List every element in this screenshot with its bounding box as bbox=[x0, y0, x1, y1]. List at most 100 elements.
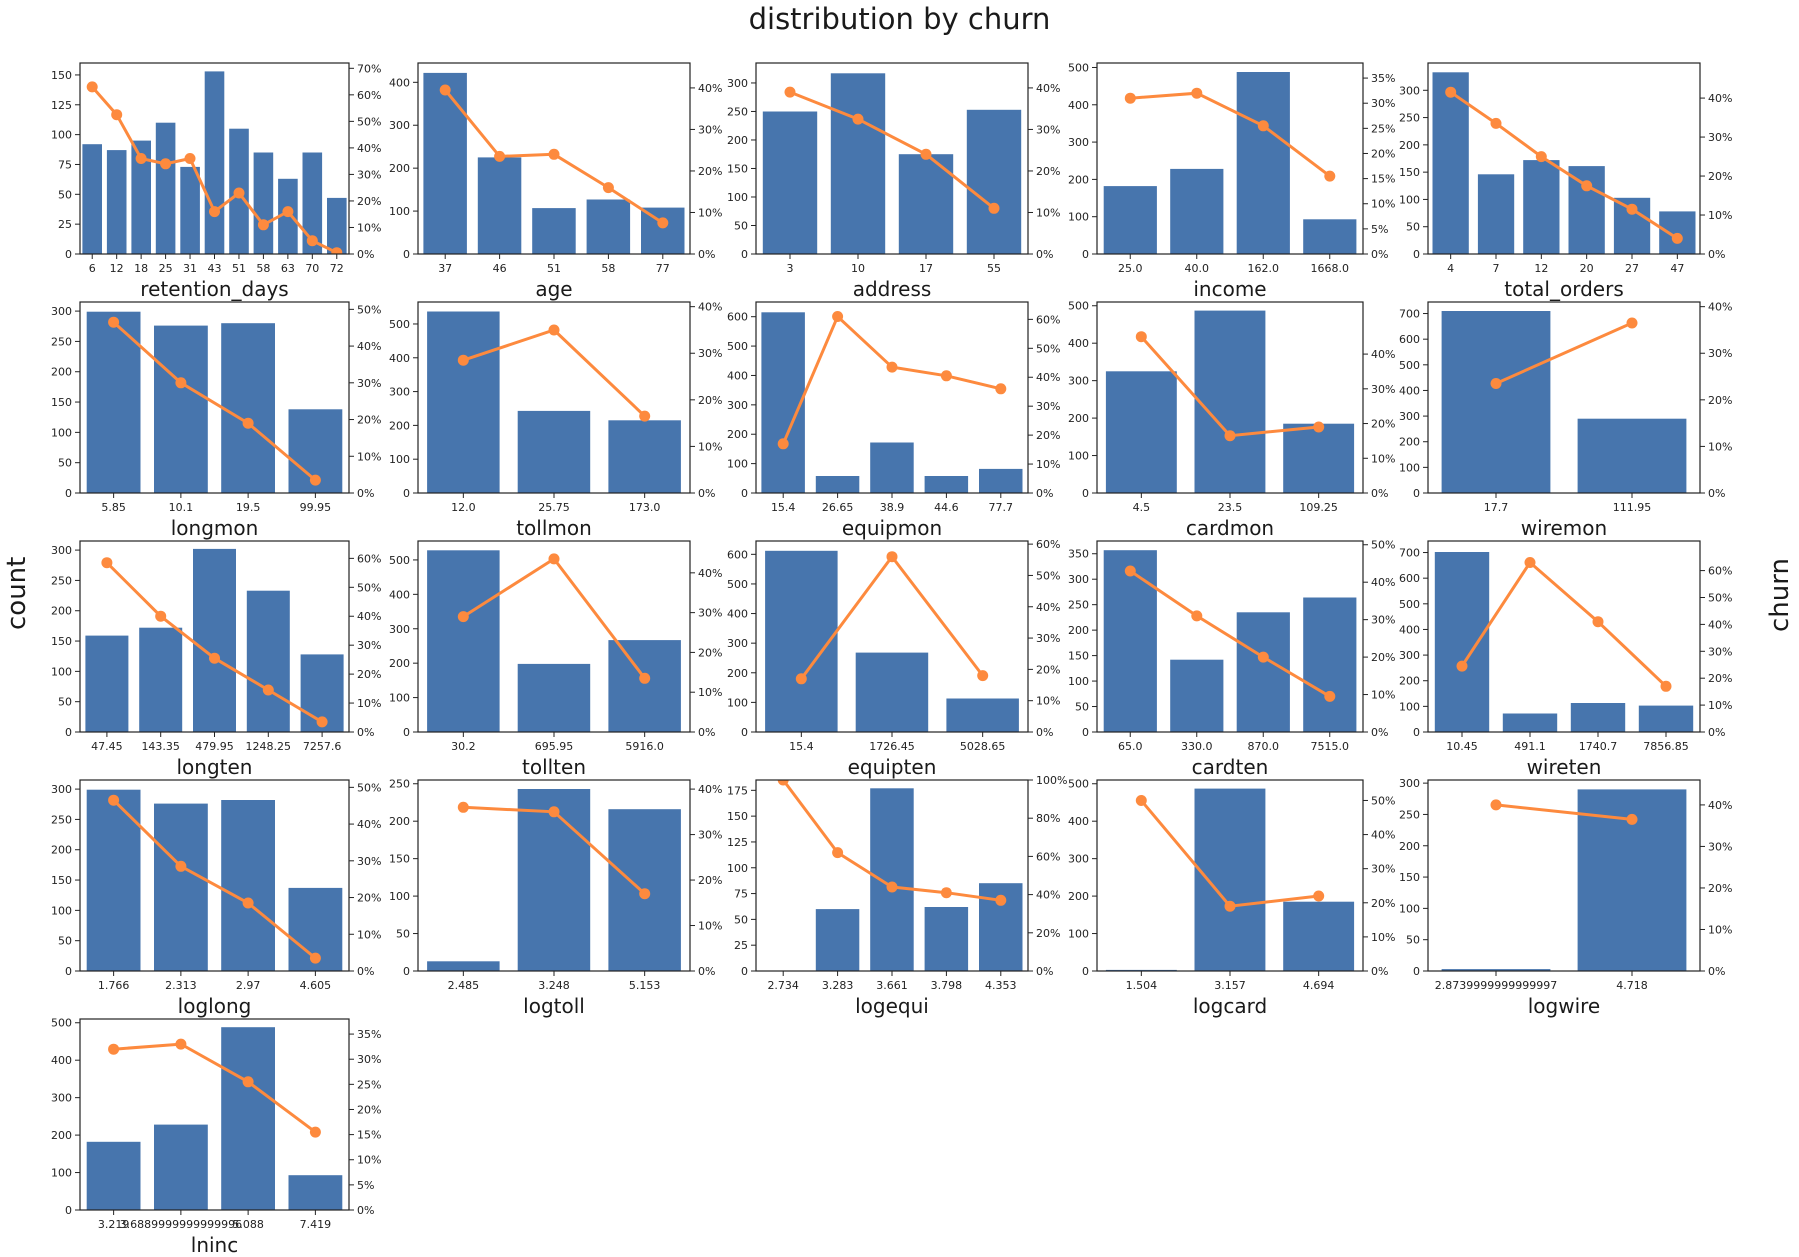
chart-logwire-bar-0 bbox=[1441, 969, 1551, 971]
chart-logtoll-y2tick-label: 10% bbox=[698, 920, 722, 933]
chart-lninc-churn-point-2 bbox=[242, 1076, 254, 1088]
chart-retention_days-bar-10 bbox=[327, 197, 347, 254]
chart-cardmon-churn-point-1 bbox=[1224, 430, 1236, 442]
chart-loglong-churn-point-0 bbox=[108, 794, 120, 806]
chart-loglong-churn-point-2 bbox=[242, 897, 254, 909]
chart-cardten-bar-0 bbox=[1103, 550, 1157, 732]
chart-retention_days-ytick-label: 125 bbox=[51, 99, 72, 112]
chart-age-ytick-label: 300 bbox=[389, 119, 410, 132]
chart-logequi-bar-1 bbox=[815, 909, 860, 971]
chart-logwire-churn-line bbox=[1495, 803, 1633, 821]
chart-equipten-y2tick-label: 60% bbox=[1036, 538, 1060, 551]
chart-wiremon-ytick-label: 700 bbox=[1399, 308, 1420, 321]
chart-lninc-bar-0 bbox=[86, 1141, 141, 1210]
chart-cardten-y2tick-label: 20% bbox=[1371, 651, 1395, 664]
chart-loglong-y2tick-label: 10% bbox=[357, 928, 381, 941]
chart-address-churn-point-2 bbox=[920, 148, 932, 160]
chart-equipmon-churn-point-2 bbox=[886, 361, 898, 373]
chart-address-ytick-label: 300 bbox=[727, 77, 748, 90]
chart-loglong-bar-1 bbox=[154, 803, 208, 971]
chart-tollten-churn-point-0 bbox=[457, 611, 469, 623]
chart-retention_days-xtick-label: 31 bbox=[183, 262, 197, 275]
chart-logequi-ytick-label: 125 bbox=[727, 836, 748, 849]
chart-address-churn-point-1 bbox=[852, 113, 864, 125]
chart-retention_days-xtick-label: 18 bbox=[134, 262, 148, 275]
chart-retention_days-y2tick-label: 0% bbox=[357, 248, 374, 261]
chart-lninc-churn-line bbox=[113, 1042, 317, 1134]
chart-retention_days-churn-point-4 bbox=[184, 153, 196, 164]
chart-age-ytick-label: 400 bbox=[389, 76, 410, 89]
chart-logwire-y2tick-label: 20% bbox=[1708, 882, 1732, 895]
chart-cardten-ytick-label: 100 bbox=[1068, 675, 1089, 688]
chart-equipten-y2tick-label: 40% bbox=[1036, 601, 1060, 614]
chart-address-ytick-label: 150 bbox=[727, 162, 748, 175]
chart-income-xtick-label: 25.0 bbox=[1118, 262, 1143, 275]
chart-total_orders-bar-5 bbox=[1659, 211, 1696, 254]
chart-longten-churn-point-3 bbox=[262, 684, 274, 696]
chart-tollmon-y2tick-label: 30% bbox=[698, 347, 722, 360]
chart-longmon-ytick-label: 0 bbox=[65, 487, 72, 500]
chart-lninc-y2tick-label: 25% bbox=[357, 1078, 381, 1091]
chart-total_orders-ytick-label: 200 bbox=[1399, 139, 1420, 152]
chart-address-ytick-label: 100 bbox=[727, 191, 748, 204]
chart-equipten-ytick-label: 500 bbox=[727, 578, 748, 591]
chart-retention_days-xtick-label: 58 bbox=[256, 262, 270, 275]
chart-retention_days-y2tick-label: 20% bbox=[357, 195, 381, 208]
chart-tollten-ytick-label: 100 bbox=[389, 692, 410, 705]
chart-logtoll-ytick-label: 250 bbox=[389, 778, 410, 791]
chart-logwire-churn-point-0 bbox=[1490, 799, 1502, 811]
chart-logwire-ytick-label: 200 bbox=[1399, 840, 1420, 853]
chart-retention_days-xtick-label: 43 bbox=[208, 262, 222, 275]
figure-title: distribution by churn bbox=[748, 2, 1051, 36]
chart-logtoll-ytick-label: 150 bbox=[389, 853, 410, 866]
chart-equipmon-xtick-label: 26.65 bbox=[822, 501, 854, 514]
chart-longten-y2tick-label: 40% bbox=[357, 610, 381, 623]
chart-wireten-churn-line bbox=[1460, 560, 1668, 688]
chart-equipmon-xtick-label: 77.7 bbox=[989, 501, 1014, 514]
chart-retention_days-bar-4 bbox=[180, 166, 200, 254]
chart-cardmon-ytick-label: 100 bbox=[1068, 450, 1089, 463]
chart-logwire-ytick-label: 150 bbox=[1399, 871, 1420, 884]
chart-wireten-ytick-label: 300 bbox=[1399, 649, 1420, 662]
chart-tollten-ytick-label: 400 bbox=[389, 588, 410, 601]
chart-tollmon-y2tick-label: 0% bbox=[698, 487, 715, 500]
chart-logwire-xtick-label: 4.718 bbox=[1616, 979, 1648, 992]
chart-loglong-churn-point-1 bbox=[175, 860, 187, 872]
chart-logtoll-y2tick-label: 20% bbox=[698, 874, 722, 887]
chart-longten-y2tick-label: 60% bbox=[357, 552, 381, 565]
chart-age-ytick-label: 200 bbox=[389, 162, 410, 175]
chart-longten-bar-2 bbox=[193, 548, 236, 732]
chart-longten-y2tick-label: 50% bbox=[357, 581, 381, 594]
chart-longten-xtick-label: 143.35 bbox=[141, 740, 180, 753]
chart-address-xtick-label: 55 bbox=[987, 262, 1001, 275]
chart-loglong-y2tick-label: 40% bbox=[357, 818, 381, 831]
chart-retention_days-bar-7 bbox=[253, 152, 274, 254]
chart-cardten-ytick-label: 250 bbox=[1068, 599, 1089, 612]
chart-retention_days-churn-point-0 bbox=[86, 81, 98, 93]
chart-logequi-bar-2 bbox=[870, 788, 914, 971]
chart-longten-ytick-label: 0 bbox=[65, 726, 72, 739]
chart-equipmon-y2tick-label: 0% bbox=[1036, 487, 1053, 500]
chart-wireten-bar-1 bbox=[1502, 713, 1558, 732]
chart-age-ytick-label: 100 bbox=[389, 205, 410, 218]
chart-equipten-y2tick-label: 30% bbox=[1036, 632, 1060, 645]
chart-equipten-y2tick-label: 20% bbox=[1036, 663, 1060, 676]
chart-income-y2tick-label: 25% bbox=[1371, 122, 1395, 135]
chart-wiremon-y2tick-label: 20% bbox=[1708, 394, 1732, 407]
chart-tollten-xtick-label: 30.2 bbox=[451, 740, 476, 753]
chart-retention_days-churn-point-8 bbox=[282, 206, 294, 218]
chart-income-y2tick-label: 35% bbox=[1371, 72, 1395, 85]
chart-tollmon-xlabel: tollmon bbox=[516, 516, 592, 540]
chart-address-xtick-label: 3 bbox=[787, 262, 794, 275]
chart-longmon-y2tick-label: 10% bbox=[357, 450, 381, 463]
chart-tollmon-ytick-label: 300 bbox=[389, 386, 410, 399]
chart-tollmon-xtick-label: 12.0 bbox=[451, 501, 476, 514]
chart-lninc-y2tick-label: 30% bbox=[357, 1053, 381, 1066]
chart-address-churn-point-0 bbox=[784, 86, 796, 98]
chart-logtoll-xtick-label: 2.485 bbox=[448, 979, 480, 992]
chart-tollten-xlabel: tollten bbox=[522, 755, 586, 779]
chart-cardten-xtick-label: 65.0 bbox=[1118, 740, 1143, 753]
chart-tollten-y2tick-label: 0% bbox=[698, 726, 715, 739]
chart-retention_days-y2tick-label: 60% bbox=[357, 89, 381, 102]
